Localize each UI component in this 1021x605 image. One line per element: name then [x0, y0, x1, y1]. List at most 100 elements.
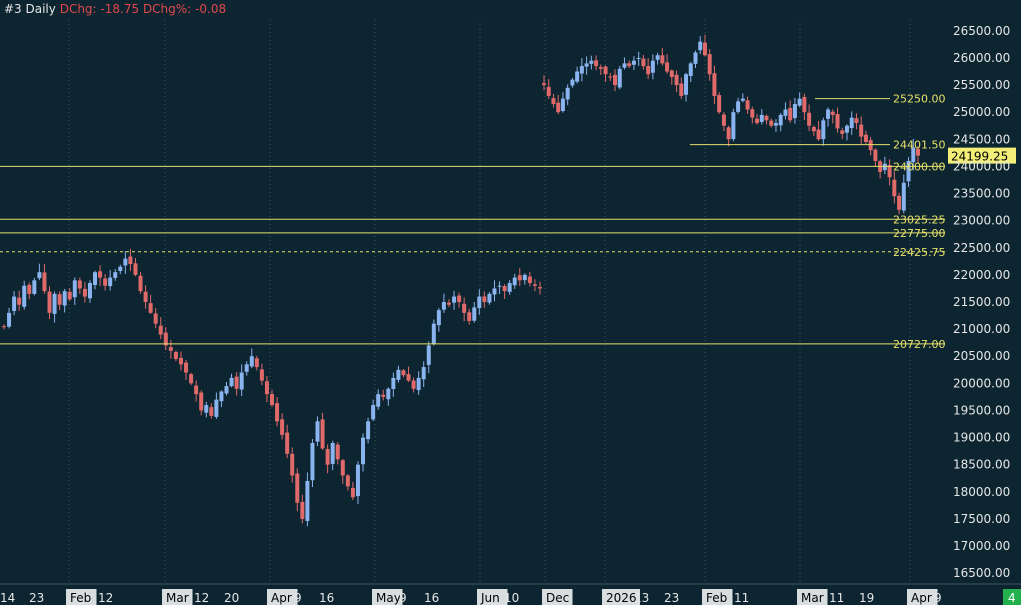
y-tick-label: 22500.00 — [953, 241, 1010, 255]
candle-body — [859, 124, 864, 137]
candle-body — [745, 100, 750, 110]
candle-body — [52, 293, 57, 314]
candle-body — [512, 277, 517, 286]
level-label: 25250.00 — [893, 93, 946, 106]
candle-body — [627, 63, 632, 67]
x-tick-label: 23 — [664, 591, 679, 605]
candle-body — [750, 109, 755, 118]
candle-body — [421, 367, 426, 380]
candle-body — [158, 325, 163, 335]
corner-badge[interactable] — [1003, 589, 1021, 605]
candle-body — [189, 374, 194, 384]
candle-body — [72, 280, 77, 298]
x-tick-label-month: Apr — [911, 591, 932, 605]
candle-body — [631, 60, 636, 65]
candle-body — [702, 42, 707, 56]
x-tick-label: 16 — [424, 591, 439, 605]
candle-body — [295, 473, 300, 503]
dchg-label: DChg: — [59, 2, 97, 16]
candle-body — [873, 149, 878, 161]
candle-body — [391, 377, 396, 389]
x-tick-label-month: Feb — [706, 591, 727, 605]
x-tick-label: 20 — [224, 591, 239, 605]
candle-body — [492, 288, 497, 295]
x-tick-label-month: May — [376, 591, 401, 605]
candle-body — [579, 66, 584, 74]
candle-body — [802, 97, 807, 113]
candle-body — [320, 419, 325, 449]
candle-body — [32, 280, 37, 294]
candle-body — [12, 296, 17, 311]
candle-body — [254, 358, 259, 368]
candle-body — [726, 127, 731, 140]
candle-body — [482, 296, 487, 302]
candle-body — [477, 296, 482, 308]
candle-body — [598, 67, 603, 69]
candle-body — [330, 443, 335, 464]
candle-body — [570, 79, 575, 86]
candle-body — [693, 52, 698, 64]
x-tick-label: 9 — [934, 591, 942, 605]
x-tick-label: 19 — [859, 591, 874, 605]
y-tick-label: 26500.00 — [953, 24, 1010, 38]
candle-body — [42, 272, 47, 292]
symbol-label: #3 Daily — [4, 2, 56, 16]
x-tick-label: 11 — [829, 591, 844, 605]
candle-body — [386, 388, 391, 400]
month-tick-bg — [372, 589, 403, 605]
candle-body — [830, 111, 835, 115]
x-tick-label: 11 — [734, 591, 749, 605]
month-tick-bg — [267, 589, 298, 605]
candle-body — [797, 98, 802, 106]
x-tick-label: 9 — [294, 591, 302, 605]
y-tick-label: 21500.00 — [953, 295, 1010, 309]
dchgpct-value: -0.08 — [195, 2, 227, 16]
candle-body — [275, 403, 280, 422]
candle-body — [717, 95, 722, 113]
y-tick-label: 21000.00 — [953, 322, 1010, 336]
candle-body — [849, 117, 854, 128]
y-tick-label: 18000.00 — [953, 485, 1010, 499]
candle-body — [788, 107, 793, 121]
level-label: 24000.00 — [893, 160, 946, 173]
candle-body — [665, 62, 670, 72]
candle-body — [551, 98, 556, 105]
x-tick-label-month: Dec — [546, 591, 569, 605]
candle-body — [650, 60, 655, 73]
candle-body — [376, 394, 381, 407]
candle-body — [431, 323, 436, 344]
candle-body — [305, 480, 310, 521]
candle-body — [584, 63, 589, 67]
candle-body — [906, 161, 911, 182]
candle-body — [229, 377, 234, 387]
candle-body — [173, 351, 178, 359]
candle-body — [655, 55, 660, 60]
candle-body — [57, 294, 62, 305]
candle-body — [133, 263, 138, 275]
candle-body — [37, 272, 42, 279]
candle-body — [77, 280, 82, 289]
candle-body — [138, 275, 143, 292]
y-tick-label: 22000.00 — [953, 268, 1010, 282]
candle-body — [565, 87, 570, 100]
month-tick-bg — [702, 589, 733, 605]
x-tick-label: 14 — [0, 591, 15, 605]
x-tick-label: 16 — [319, 591, 334, 605]
candle-body — [740, 98, 745, 101]
candle-body — [783, 109, 788, 116]
candle-body — [792, 104, 797, 119]
candle-body — [325, 449, 330, 465]
candle-body — [854, 118, 859, 124]
month-tick-bg — [797, 589, 828, 605]
candle-body — [315, 421, 320, 442]
chart-header: #3 Daily DChg: -18.75 DChg%: -0.08 — [4, 2, 226, 16]
y-tick-label: 17500.00 — [953, 512, 1010, 526]
candle-body — [280, 419, 285, 435]
candle-body — [113, 272, 118, 278]
month-tick-bg — [907, 589, 938, 605]
x-tick-label-month: Mar — [166, 591, 189, 605]
candle-body — [527, 276, 532, 284]
x-tick-label-month: Apr — [271, 591, 292, 605]
